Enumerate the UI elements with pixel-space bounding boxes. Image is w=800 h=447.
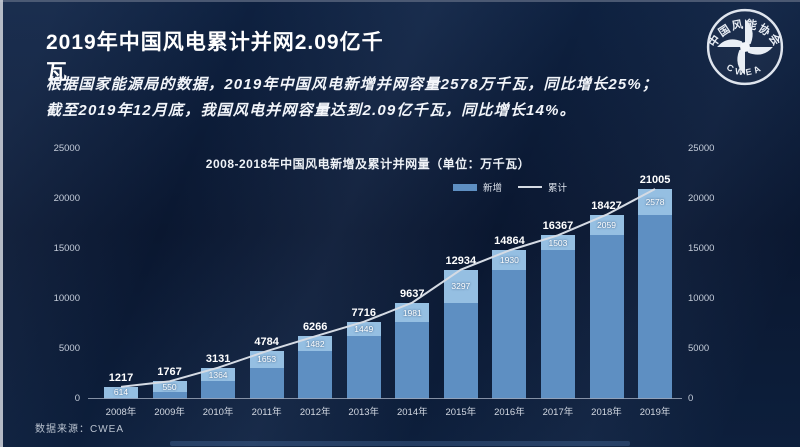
x-axis-line xyxy=(88,398,682,399)
intro-line1: 根据国家能源局的数据，2019年中国风电新增并网容量2578万千瓦，同比增长25… xyxy=(46,76,659,93)
y-axis-label-right: 0 xyxy=(688,393,694,404)
chart-title: 2008-2018年中国风电新增及累计并网量（单位：万千瓦） xyxy=(205,157,531,171)
bar-new-label: 1482 xyxy=(305,338,325,349)
bar-cumulative-label: 14864 xyxy=(494,235,525,248)
bar-new-segment: 1503 xyxy=(540,235,575,251)
bar-new-segment: 1653 xyxy=(249,351,284,368)
bar: 1930 xyxy=(492,250,527,399)
bar-new-segment: 614 xyxy=(104,386,138,398)
bar-cumulative-label: 16367 xyxy=(542,220,574,233)
bar-cumulative-label: 6266 xyxy=(302,321,328,334)
bar-new-label: 3297 xyxy=(451,281,471,292)
page-title-line1: 2019年中国风电累计并网2.09亿千 xyxy=(46,31,384,54)
x-axis-label: 2019年 xyxy=(639,407,671,418)
x-axis-label: 2016年 xyxy=(494,407,525,418)
bar-new-segment: 3297 xyxy=(443,269,478,303)
bar-new-segment: 1930 xyxy=(492,250,527,270)
page-title: 2019年中国风电累计并网2.09亿千瓦 xyxy=(46,28,458,88)
legend-label-cumulative: 累计 xyxy=(548,183,568,194)
bar-cumulative-label: 18427 xyxy=(591,199,622,212)
x-axis-label: 2009年 xyxy=(154,407,185,418)
x-axis-label: 2018年 xyxy=(591,407,622,418)
y-axis-label-left: 0 xyxy=(74,393,80,404)
legend-line-swatch xyxy=(518,185,543,189)
intro-line2: 截至2019年12月底，我国风电并网容量达到2.09亿千瓦，同比增长14%。 xyxy=(46,102,576,119)
bar-cumulative-label: 3131 xyxy=(205,352,231,365)
bar-new-segment: 1482 xyxy=(298,336,333,352)
y-axis-label-right: 5000 xyxy=(688,343,710,354)
x-axis-label: 2010年 xyxy=(202,407,234,418)
page-title-line2: 瓦 xyxy=(46,61,68,84)
bar-cumulative-label: 12934 xyxy=(445,254,477,267)
x-axis-label: 2011年 xyxy=(251,407,282,418)
bar: 2578 xyxy=(638,188,673,399)
y-axis-label-right: 15000 xyxy=(688,243,715,254)
bar-new-label: 1930 xyxy=(499,255,519,265)
bar-new-label: 614 xyxy=(113,387,129,398)
wind-turbine-badge-icon: 中国风能协会 CWEA xyxy=(705,8,784,86)
y-axis-label-left: 5000 xyxy=(58,343,80,354)
x-axis-label: 2015年 xyxy=(445,407,477,418)
y-axis-label-left: 25000 xyxy=(53,143,80,154)
bar: 614 xyxy=(104,386,138,399)
chart-legend: 新增 累计 xyxy=(453,181,568,194)
bar-new-label: 2578 xyxy=(645,196,665,207)
bar: 1449 xyxy=(346,321,381,399)
bar: 1981 xyxy=(395,302,430,399)
bar-new-segment: 550 xyxy=(152,381,187,393)
footer-accent-strip xyxy=(170,441,630,446)
bar: 1364 xyxy=(201,367,236,399)
intro-paragraph: 根据国家能源局的数据，2019年中国风电新增并网容量2578万千瓦，同比增长25… xyxy=(46,72,776,124)
y-axis-label-right: 20000 xyxy=(688,193,715,204)
bar: 3297 xyxy=(443,269,478,399)
bar: 550 xyxy=(152,381,187,399)
bar-new-label: 1449 xyxy=(354,324,374,335)
x-axis-label: 2014年 xyxy=(396,407,428,418)
bar-new-segment: 1364 xyxy=(201,367,236,382)
bar: 2059 xyxy=(589,214,624,399)
bar-cumulative-label: 1767 xyxy=(157,366,182,379)
bar-cumulative-label: 7716 xyxy=(351,306,376,319)
y-axis-label-left: 10000 xyxy=(53,293,80,304)
bar-new-label: 1503 xyxy=(548,237,568,248)
y-axis-label-right: 10000 xyxy=(688,293,715,304)
bar-new-segment: 1449 xyxy=(346,321,381,337)
bar-new-label: 1364 xyxy=(208,369,228,380)
bar-new-label: 1653 xyxy=(257,354,277,365)
y-axis-label-right: 25000 xyxy=(688,143,715,154)
y-axis-label-left: 15000 xyxy=(53,243,80,254)
x-axis-label: 2012年 xyxy=(299,407,331,418)
bar-new-segment: 1981 xyxy=(395,302,430,323)
x-axis-label: 2017年 xyxy=(542,407,574,418)
cwea-logo: 中国风能协会 CWEA xyxy=(704,6,786,88)
bar-cumulative-label: 9637 xyxy=(400,287,425,300)
bar-new-segment: 2578 xyxy=(638,188,673,215)
bar-new-label: 1981 xyxy=(402,307,422,318)
bar: 1503 xyxy=(540,235,575,399)
left-edge-divider xyxy=(0,0,3,447)
legend-label-new: 新增 xyxy=(483,183,503,194)
bar-new-segment: 2059 xyxy=(589,214,624,236)
x-axis-label: 2008年 xyxy=(105,407,137,418)
bar: 1482 xyxy=(298,336,333,399)
x-axis-label: 2013年 xyxy=(348,407,380,418)
bar-new-label: 2059 xyxy=(597,220,616,230)
y-axis-label-left: 20000 xyxy=(53,193,80,204)
bar-cumulative-label: 4784 xyxy=(254,336,279,349)
bar: 1653 xyxy=(249,351,284,399)
legend-bar-swatch xyxy=(453,183,477,191)
top-edge-divider xyxy=(0,0,800,2)
bar-cumulative-label: 21005 xyxy=(639,173,671,186)
bar-new-label: 550 xyxy=(162,381,177,392)
data-source: 数据来源：CWEA xyxy=(35,424,124,435)
